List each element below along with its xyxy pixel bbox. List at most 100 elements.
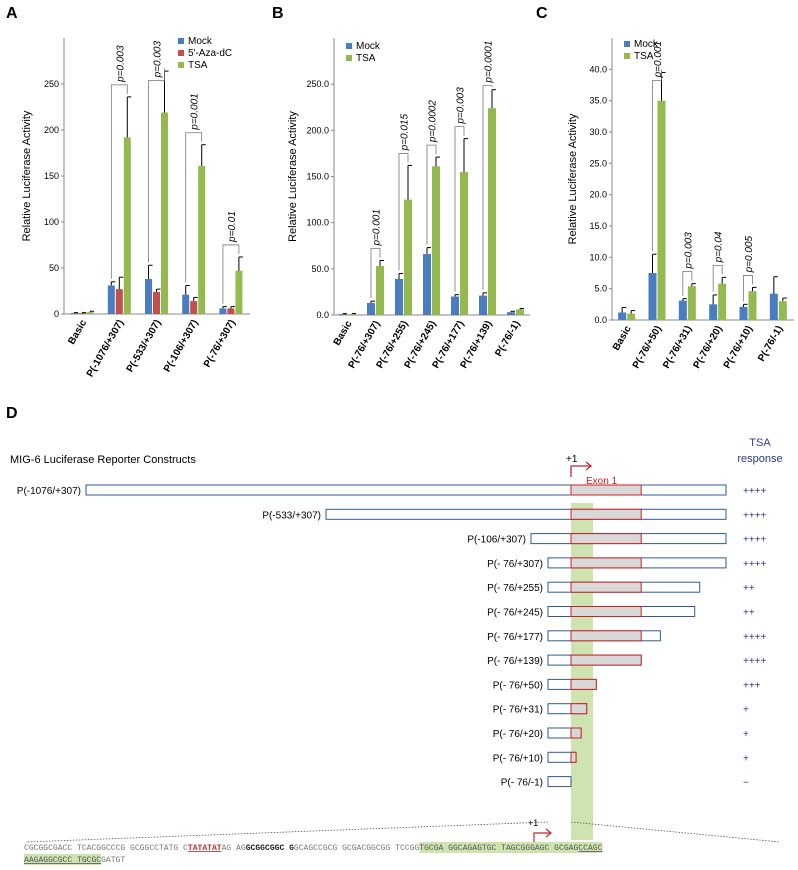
exon1-segment [570, 581, 642, 593]
construct-row: P(- 76/+20) + [493, 727, 749, 740]
y-tick-label: 0 [54, 309, 59, 319]
exon1-segment [570, 678, 597, 690]
tsa-response-value: ++++ [743, 486, 767, 497]
construct-label: P(-106/+307) [467, 535, 526, 546]
construct-label: P(- 76/+255) [487, 583, 543, 594]
sequence-segment: CGCGGCGACC TCACGGCCCG GCGGCCTATG C [24, 844, 188, 853]
y-tick-label: 50.0 [311, 264, 329, 274]
construct-bar [325, 508, 727, 520]
y-tick-label: 30.0 [589, 127, 607, 137]
sequence-segment: GCAGCCGCG GCGACGGCGG TCCGG [294, 844, 420, 853]
bar-mock [648, 273, 657, 320]
tsa-response-value: + [743, 729, 749, 740]
promoter-sequence: +1 CGCGGCGACC TCACGGCCCG GCGGCCTATG C TATA… [24, 818, 603, 865]
sequence-highlight [419, 842, 579, 853]
bar-mock [145, 279, 152, 314]
tss-arrowhead-icon [585, 461, 593, 471]
y-axis-label-b: Relative Luciferase Activity [287, 111, 299, 242]
significance-bracket [370, 248, 381, 299]
legend-swatch [624, 41, 630, 47]
y-axis-label-a: Relative Luciferase Activity [21, 110, 33, 241]
bar-tsa [404, 199, 412, 315]
y-tick-label: 25.0 [589, 158, 607, 168]
bar-mock [678, 300, 687, 320]
exon1-segment [570, 751, 577, 763]
category-label: Basic [611, 324, 634, 353]
significance-bracket [454, 126, 465, 292]
tsa-response-value: ++ [743, 583, 755, 594]
chart-a: 0 50 100 150 200 250 Relative Luciferase Activ… [21, 36, 250, 379]
p-value-label: p=0.0002 [428, 100, 439, 143]
construct-label: P(- 76/+20) [493, 729, 543, 740]
construct-label: P(- 76/+10) [493, 753, 543, 764]
bar-tsa [348, 314, 356, 315]
bar-tsa [748, 291, 757, 320]
tsa-response-value: ++++ [743, 510, 767, 521]
construct-row: P(- 76/-1) − [501, 776, 749, 789]
bar-tsa [161, 112, 168, 315]
y-tick-label: 250 [44, 79, 59, 89]
p-value-label: p=0.001 [190, 93, 201, 130]
bar-tsa [516, 309, 524, 315]
category-label: P(-76/-1) [493, 319, 522, 359]
y-tick-label: 250.0 [306, 79, 329, 89]
sequence-segment: GATGT [101, 856, 125, 865]
y-tick-label: 0.0 [316, 310, 329, 320]
p-value-label: p=0.003 [115, 45, 126, 83]
tsa-response-value: + [743, 705, 749, 716]
p-value-label: p=0.015 [400, 114, 411, 152]
exon1-segment [570, 606, 642, 617]
category-label: Basic [332, 319, 355, 348]
significance-bracket [426, 144, 437, 245]
p-value-label: p=0.003 [153, 41, 164, 79]
p-value-label: p=0.005 [744, 236, 755, 274]
construct-label: P(- 76/+245) [487, 608, 543, 619]
panel-letter-d: D [6, 405, 18, 422]
p-value-label: p=0.001 [653, 41, 664, 78]
significance-bracket [482, 85, 493, 290]
construct-bar [547, 776, 572, 788]
bar-tsa [432, 166, 440, 315]
legend-swatch [624, 53, 630, 59]
panel-d-title: MIG-6 Luciferase Reporter Constructs [10, 454, 196, 466]
bar-mock [618, 312, 627, 320]
construct-label: P(- 76/+307) [487, 559, 543, 570]
zoom-line-right [570, 821, 781, 843]
construct-row: P(- 76/+177) ++++ [487, 630, 767, 643]
legend-swatch [346, 43, 352, 49]
bar-tsa [460, 171, 468, 315]
y-tick-label: 0.0 [594, 315, 607, 325]
y-tick-label: 200.0 [306, 125, 329, 135]
construct-bar [85, 484, 727, 496]
bar-5-aza-dc [153, 291, 160, 314]
bar-mock [107, 285, 115, 314]
y-tick-label: 100.0 [306, 218, 329, 228]
construct-label: P(- 76/-1) [501, 778, 543, 789]
y-tick-label: 35.0 [589, 96, 607, 106]
y-tick-label: 100 [44, 217, 59, 227]
bar-tsa [687, 286, 696, 320]
construct-row: P(-106/+307) ++++ [467, 533, 767, 546]
category-label: P(-533/+307) [125, 318, 164, 374]
construct-label: P(- 76/+177) [487, 632, 543, 643]
category-label: Basic [66, 318, 89, 347]
construct-row: P(- 76/+31) + [493, 703, 749, 716]
construct-label: P(- 76/+139) [487, 656, 543, 667]
bar-tsa [86, 312, 94, 314]
tsa-response-value: ++++ [743, 656, 767, 667]
construct-row: P(- 76/+10) + [493, 751, 749, 764]
construct-row: P(- 76/+307) ++++ [487, 557, 767, 570]
tsa-response-value: ++ [743, 608, 755, 619]
tsa-response-value: + [743, 753, 749, 764]
y-tick-label: 200 [44, 125, 59, 135]
bar-5-aza-dc [115, 289, 123, 314]
legend-swatch [178, 62, 184, 68]
category-label: P(-76/-1) [756, 324, 785, 364]
tss-plus-one-label: +1 [566, 454, 578, 465]
legend-entry: Mock [356, 41, 381, 52]
p-value-label: p=0.003 [683, 232, 694, 270]
exon1-label: Exon 1 [586, 476, 618, 487]
bar-mock [709, 304, 718, 320]
y-tick-label: 150.0 [306, 172, 329, 182]
significance-bracket [222, 244, 240, 304]
